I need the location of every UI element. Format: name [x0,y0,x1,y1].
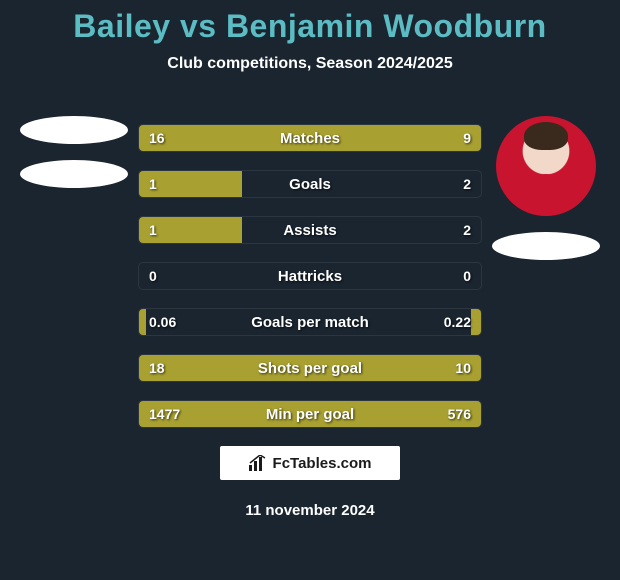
stat-label: Goals [139,171,481,197]
stat-row: 169Matches [138,124,482,152]
player-right-name-placeholder [492,232,600,260]
player-left-avatar-placeholder [20,116,128,144]
stat-label: Assists [139,217,481,243]
stat-label: Min per goal [139,401,481,427]
stat-row: 1810Shots per goal [138,354,482,382]
stat-label: Hattricks [139,263,481,289]
stat-row: 12Assists [138,216,482,244]
stat-label: Matches [139,125,481,151]
branding-logo-icon [249,455,267,471]
branding-badge: FcTables.com [220,446,400,480]
date-label: 11 november 2024 [0,502,620,519]
branding-text: FcTables.com [273,455,372,472]
stat-row: 12Goals [138,170,482,198]
stat-row: 1477576Min per goal [138,400,482,428]
player-left-column [8,116,140,188]
stat-label: Goals per match [139,309,481,335]
player-left-name-placeholder [20,160,128,188]
stat-label: Shots per goal [139,355,481,381]
comparison-bars: 169Matches 12Goals 12Assists 00Hattricks 0.0… [138,124,482,428]
page-title: Bailey vs Benjamin Woodburn [0,8,620,45]
stat-row: 0.060.22Goals per match [138,308,482,336]
content-wrapper: Bailey vs Benjamin Woodburn Club competi… [0,0,620,580]
subtitle: Club competitions, Season 2024/2025 [0,55,620,73]
player-right-avatar [496,116,596,216]
player-right-column [480,116,612,260]
stat-row: 00Hattricks [138,262,482,290]
